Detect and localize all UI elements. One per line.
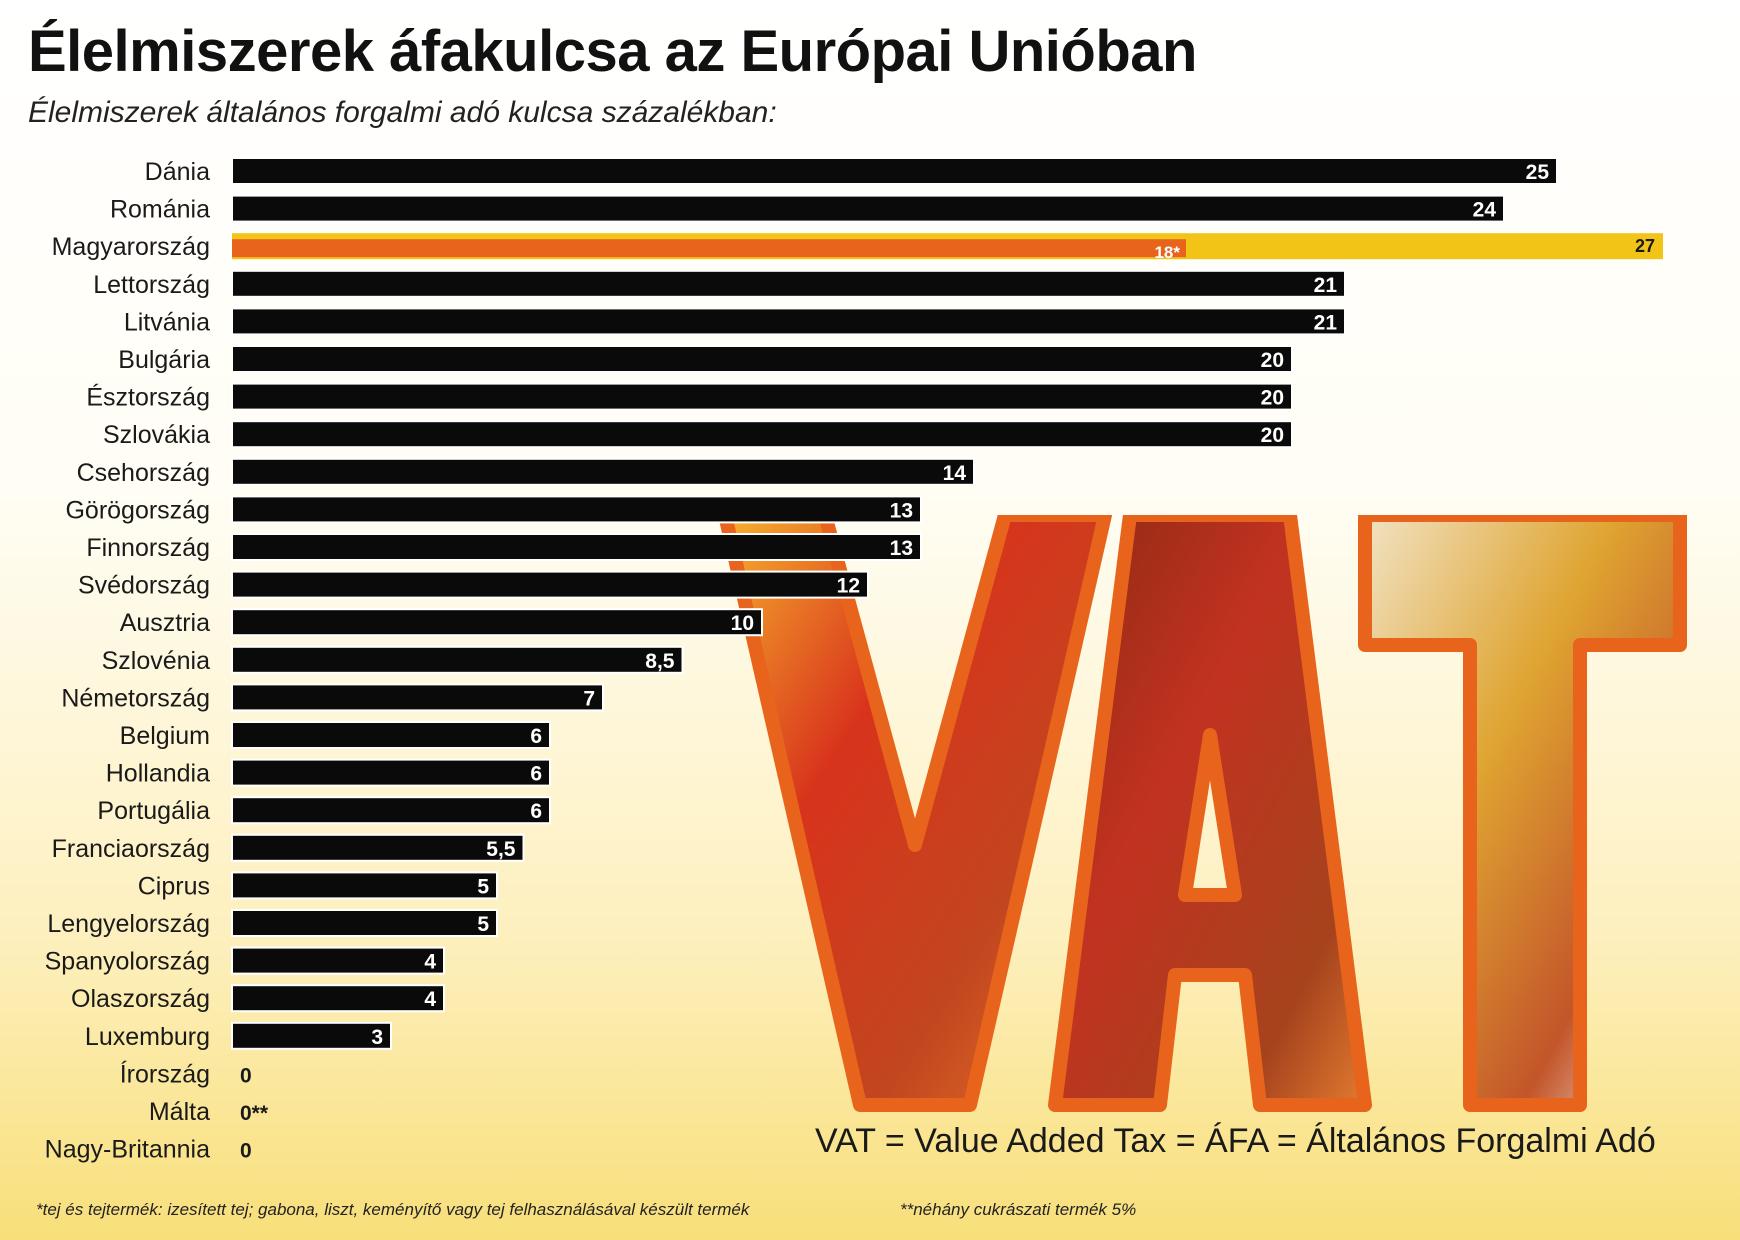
bar <box>231 269 1346 298</box>
bar-value-label: 3 <box>371 1026 383 1049</box>
vat-illustration <box>718 515 1687 1112</box>
chart-subtitle: Élelmiszerek általános forgalmi adó kulc… <box>28 96 777 129</box>
category-label: Ciprus <box>138 872 210 900</box>
category-label: Olaszország <box>71 985 210 1013</box>
bar-value-label: 0 <box>240 1140 252 1163</box>
bar-value-label: 4 <box>424 951 436 974</box>
bar-value-label: 4 <box>424 988 436 1011</box>
category-label: Görögország <box>65 496 210 524</box>
bar-value-label: 0 <box>240 1064 252 1087</box>
bar <box>231 721 551 749</box>
bar <box>231 871 498 900</box>
bar <box>231 307 1346 336</box>
bar-value-label: 6 <box>530 800 542 823</box>
footnote-star: *tej és tejtermék: izesített tej; gabona… <box>36 1200 750 1219</box>
bar <box>231 570 869 599</box>
bar <box>231 758 551 787</box>
bar <box>231 796 551 825</box>
bar <box>231 345 1293 373</box>
bar-value-label: 12 <box>837 575 860 598</box>
category-label: Magyarország <box>52 233 210 261</box>
bar-value-label: 10 <box>731 612 754 635</box>
bar-value-label: 13 <box>890 537 913 560</box>
bar <box>231 909 498 937</box>
category-label: Portugália <box>97 797 210 825</box>
bar-value-label: 13 <box>890 499 913 522</box>
bar-highlight-reduced <box>232 239 1186 258</box>
category-label: Németország <box>61 684 210 712</box>
category-label: Hollandia <box>106 760 210 788</box>
category-label: Luxemburg <box>85 1023 210 1051</box>
bar-value-label: 7 <box>583 687 595 710</box>
bar-value-label: 25 <box>1526 161 1550 184</box>
category-label: Belgium <box>120 722 210 750</box>
bar <box>231 495 922 524</box>
bar-value-label: 20 <box>1261 349 1284 372</box>
bar-value-label: 20 <box>1261 424 1284 447</box>
bar <box>231 608 763 637</box>
bar-value-label: 21 <box>1314 311 1338 334</box>
bar-reduced-label: 18* <box>1154 243 1180 262</box>
category-label: Litvánia <box>124 308 210 336</box>
bar <box>231 457 975 486</box>
footnote-double-star: **néhány cukrászati termék 5% <box>900 1200 1137 1219</box>
bar-value-label: 8,5 <box>645 650 675 673</box>
category-label: Észtország <box>86 383 210 412</box>
bar <box>231 645 684 674</box>
bar <box>231 420 1293 449</box>
bar <box>231 1021 392 1050</box>
bar <box>231 984 445 1013</box>
category-label: Spanyolország <box>45 948 210 976</box>
category-label: Írország <box>120 1059 210 1088</box>
bar-value-label: 20 <box>1261 387 1284 410</box>
bar-value-label: 14 <box>943 462 967 485</box>
bar <box>231 946 445 975</box>
category-label: Finnország <box>86 534 210 562</box>
bar-value-label: 21 <box>1314 274 1338 297</box>
category-label: Nagy-Britannia <box>45 1136 210 1164</box>
bar <box>231 833 525 862</box>
bar <box>231 382 1293 411</box>
vat-letter-v <box>718 515 1112 1112</box>
bar <box>231 683 604 712</box>
category-label: Csehország <box>77 459 210 487</box>
bar-value-label: 27 <box>1635 236 1655 256</box>
category-label: Lettország <box>93 271 210 299</box>
category-label: Franciaország <box>52 835 210 863</box>
category-label: Bulgária <box>118 346 210 374</box>
bar-value-label: 0** <box>240 1102 269 1125</box>
category-label: Svédország <box>78 572 210 600</box>
category-label: Málta <box>149 1098 210 1126</box>
category-label: Dánia <box>145 158 210 186</box>
vat-letter-t <box>1358 515 1687 1112</box>
bar <box>231 157 1558 185</box>
bar-value-label: 24 <box>1473 199 1497 222</box>
chart-title: Élelmiszerek áfakulcsa az Európai Unióba… <box>28 19 1197 84</box>
category-label: Szlovákia <box>103 421 210 449</box>
category-label: Románia <box>110 196 210 224</box>
bar-value-label: 5 <box>477 875 489 898</box>
bar-value-label: 5 <box>477 913 489 936</box>
category-label: Ausztria <box>120 609 210 637</box>
bar <box>231 533 922 561</box>
bar-value-label: 6 <box>530 763 542 786</box>
bar-value-label: 5,5 <box>486 838 516 861</box>
category-label: Lengyelország <box>47 910 210 938</box>
vat-letter-a <box>1048 515 1372 1112</box>
category-label: Szlovénia <box>102 647 210 675</box>
vat-caption: VAT = Value Added Tax = ÁFA = Általános … <box>815 1122 1656 1160</box>
bar-value-label: 6 <box>530 725 542 748</box>
bar <box>231 194 1505 223</box>
